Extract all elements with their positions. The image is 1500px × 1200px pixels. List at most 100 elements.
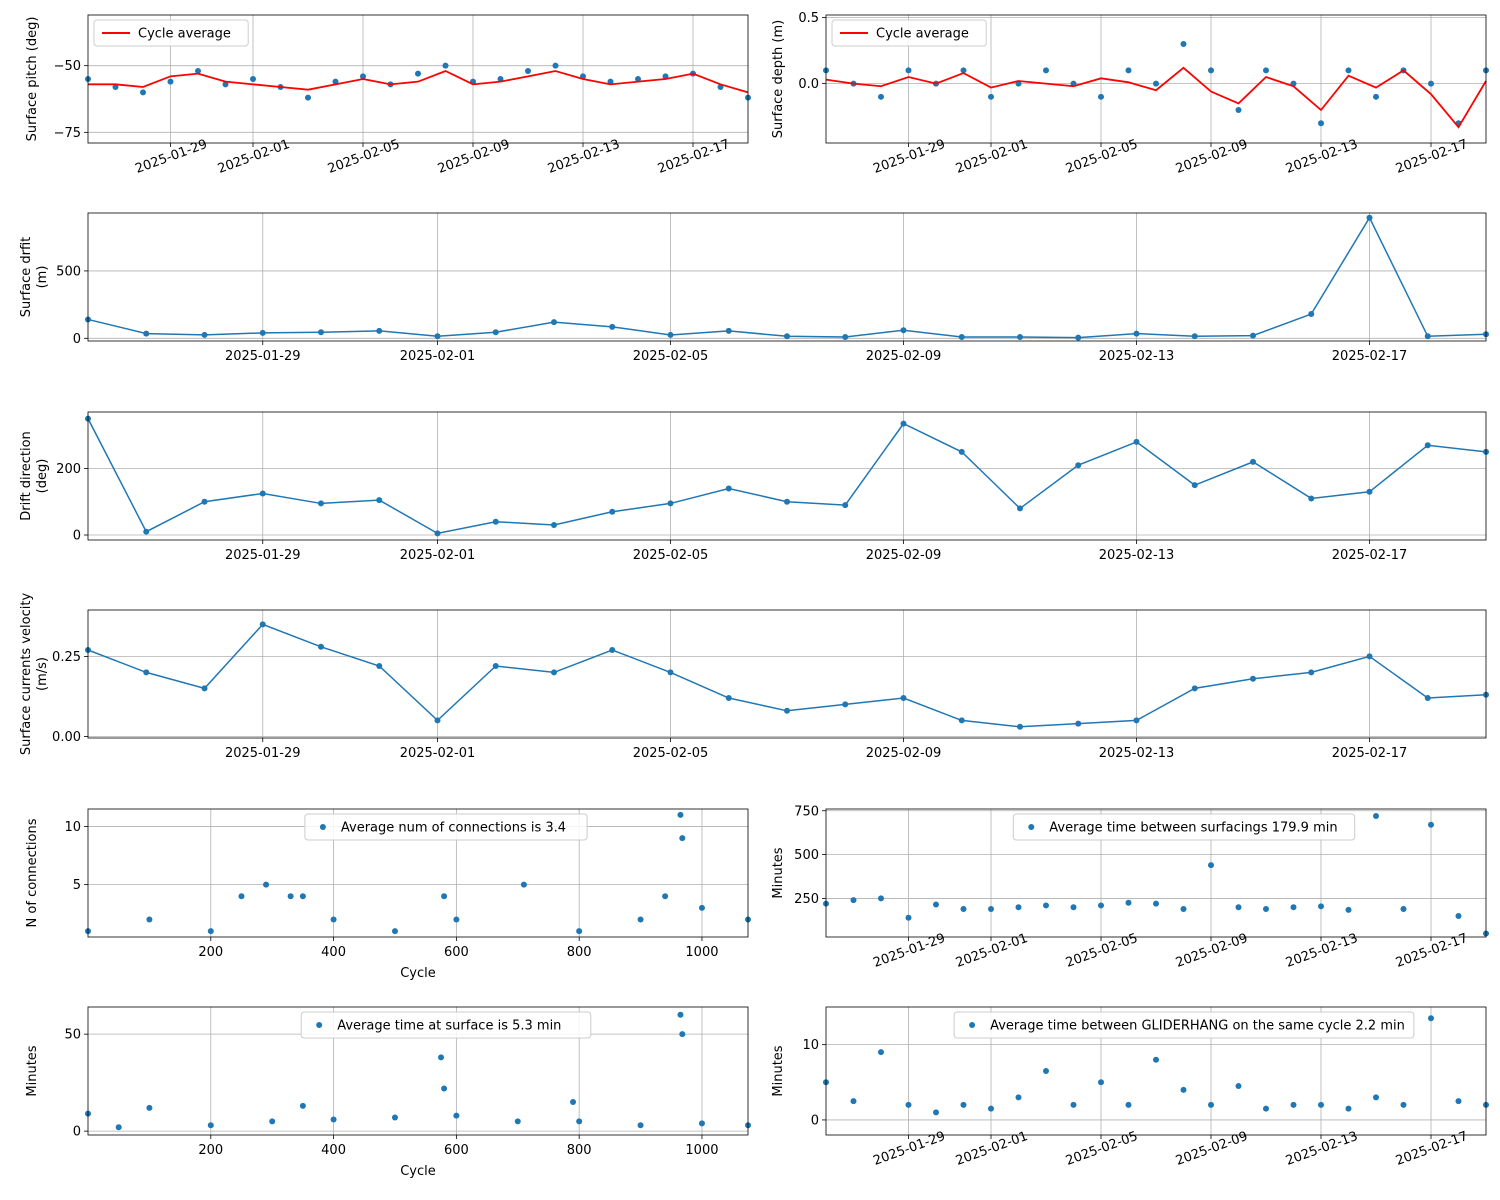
axes-frame: [87, 609, 1487, 739]
data-point: [1428, 80, 1434, 87]
x-tick-label: 2025-02-17: [1332, 548, 1408, 563]
data-point: [1250, 675, 1256, 682]
y-axis-label: (m): [35, 266, 50, 289]
data-point: [259, 621, 266, 628]
data-point: [1235, 107, 1242, 114]
data-point: [667, 331, 674, 338]
y-tick-label: 0.00: [52, 730, 81, 745]
data-point: [784, 707, 790, 714]
data-point: [330, 916, 337, 923]
legend-box: [831, 19, 987, 47]
y-tick-label: 0: [73, 529, 81, 544]
data-point: [299, 893, 306, 900]
data-point: [201, 498, 208, 505]
data-point: [1308, 495, 1315, 502]
data-point: [360, 73, 366, 80]
axes-frame: [825, 14, 1487, 144]
data-point: [609, 647, 616, 653]
data-point: [1250, 332, 1256, 339]
legend-label: Average time between GLIDERHANG on the s…: [990, 1019, 1405, 1034]
x-tick-label: 600: [444, 1143, 469, 1158]
y-tick-label: 0.0: [798, 77, 819, 92]
data-point: [698, 904, 705, 911]
axes-frame: [87, 808, 749, 938]
data-point: [250, 76, 256, 82]
y-tick-label: 10: [802, 1038, 819, 1053]
data-point: [391, 1114, 398, 1121]
x-tick-label: 2025-02-09: [866, 548, 942, 563]
legend-box: [300, 1011, 592, 1039]
data-point: [1153, 80, 1159, 87]
data-point: [551, 319, 557, 326]
data-point: [441, 1085, 448, 1092]
data-point: [492, 329, 499, 336]
data-point: [667, 500, 674, 507]
data-point: [1373, 93, 1379, 100]
x-tick-label: 2025-02-09: [866, 746, 942, 761]
data-point: [1191, 333, 1198, 340]
y-axis-label: Minutes: [771, 1045, 786, 1096]
legend-box: [93, 19, 249, 47]
legend-label: Cycle average: [138, 27, 231, 42]
data-point: [1208, 1101, 1214, 1108]
data-point: [1455, 912, 1462, 919]
data-point: [1345, 1105, 1352, 1112]
data-point: [1017, 333, 1023, 340]
data-point: [1070, 1101, 1077, 1108]
y-axis-label: Minutes: [25, 1045, 40, 1096]
data-point: [551, 669, 557, 676]
data-point: [1250, 458, 1256, 465]
data-point: [146, 916, 153, 923]
data-point: [1366, 488, 1373, 495]
data-point: [960, 67, 967, 74]
y-tick-label: 50: [64, 1028, 81, 1043]
y-axis-label: Surface depth (m): [771, 20, 786, 138]
y-tick-label: 0.25: [52, 650, 81, 665]
y-axis-label: N of connections: [25, 818, 40, 927]
series-line: [825, 66, 1487, 129]
series-line: [87, 216, 1487, 339]
x-tick-label: 2025-02-05: [633, 548, 709, 563]
data-point: [1263, 905, 1269, 912]
y-axis-label: Drift direction: [19, 431, 34, 521]
data-point: [1424, 442, 1431, 449]
data-point: [330, 1116, 337, 1123]
data-point: [492, 518, 499, 525]
data-point: [259, 329, 266, 336]
data-point: [1208, 862, 1214, 869]
data-point: [1455, 1098, 1462, 1105]
data-point: [1424, 333, 1431, 340]
data-point: [1133, 330, 1140, 337]
data-point: [1235, 1083, 1242, 1090]
data-point: [318, 329, 324, 336]
y-axis-label: Surface currents velocity: [19, 593, 34, 756]
legend-swatch: [316, 1022, 323, 1028]
axes-frame: [825, 1006, 1487, 1136]
data-point: [1153, 1056, 1159, 1063]
data-point: [1263, 1105, 1269, 1112]
data-point: [140, 89, 146, 96]
data-point: [637, 916, 644, 923]
data-point: [784, 333, 790, 340]
legend-swatch: [969, 1022, 976, 1028]
data-point: [1125, 1101, 1132, 1108]
data-point: [677, 811, 684, 818]
axes-frame: [87, 212, 1487, 342]
data-point: [552, 62, 559, 69]
data-point: [878, 1049, 884, 1056]
data-point: [263, 881, 270, 888]
axes-frame: [87, 411, 1487, 541]
x-tick-label: 2025-02-13: [1099, 746, 1175, 761]
x-tick-label: 800: [567, 1143, 592, 1158]
y-tick-label: 500: [794, 848, 819, 863]
data-point: [1366, 653, 1373, 660]
data-point: [434, 333, 441, 340]
data-point: [376, 327, 383, 334]
data-point: [1191, 685, 1198, 692]
axes-frame: [825, 808, 1487, 938]
y-tick-label: 250: [794, 892, 819, 907]
x-tick-label: 2025-02-01: [400, 349, 476, 364]
data-point: [988, 905, 994, 912]
